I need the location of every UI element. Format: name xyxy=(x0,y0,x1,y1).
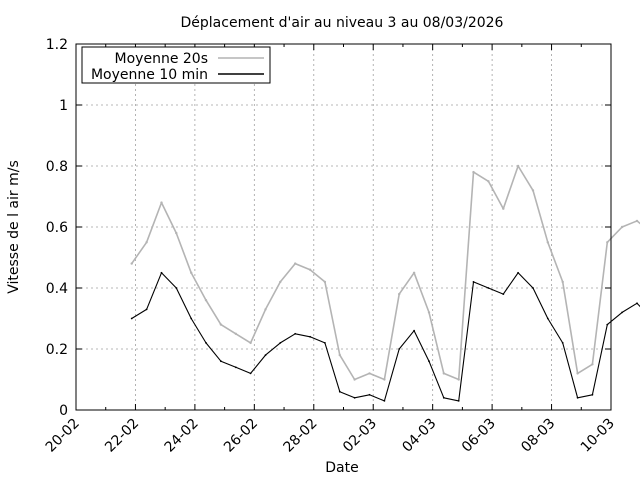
series-lines xyxy=(130,164,640,402)
data-point-2 xyxy=(294,332,297,335)
data-point-2 xyxy=(591,393,594,396)
data-point-1 xyxy=(204,299,208,302)
data-point-1 xyxy=(234,332,237,335)
x-tick-label: 04-03 xyxy=(399,416,439,456)
data-point-2 xyxy=(428,360,430,363)
data-point-1 xyxy=(145,241,148,244)
data-point-1 xyxy=(531,189,535,192)
x-tick-label: 06-03 xyxy=(459,416,499,456)
data-point-2 xyxy=(309,335,311,338)
data-point-1 xyxy=(190,271,193,274)
x-tick-label: 10-03 xyxy=(578,416,618,456)
data-point-2 xyxy=(546,317,549,320)
data-point-1 xyxy=(353,378,356,381)
x-tick-label: 08-03 xyxy=(518,416,558,456)
y-tick-label: 1 xyxy=(59,98,68,114)
data-point-2 xyxy=(398,348,401,350)
data-point-2 xyxy=(413,329,415,332)
x-tick-label: 24-02 xyxy=(162,416,202,456)
x-tick-label: 26-02 xyxy=(221,416,261,456)
y-tick-label: 1.2 xyxy=(46,37,68,53)
data-point-1 xyxy=(383,378,386,381)
data-point-2 xyxy=(442,396,445,399)
data-point-2 xyxy=(576,396,579,399)
data-point-2 xyxy=(175,287,178,289)
data-point-2 xyxy=(621,311,623,314)
data-point-2 xyxy=(324,342,326,344)
data-point-2 xyxy=(338,390,341,393)
data-point-2 xyxy=(383,400,386,402)
data-point-1 xyxy=(368,372,371,375)
data-point-1 xyxy=(502,207,505,210)
x-tick-label: 28-02 xyxy=(281,416,321,456)
data-point-2 xyxy=(561,342,564,344)
grid-lines xyxy=(76,44,611,410)
data-point-2 xyxy=(606,323,609,326)
data-point-2 xyxy=(353,396,356,399)
data-point-2 xyxy=(160,271,163,274)
data-point-1 xyxy=(323,280,327,284)
data-point-1 xyxy=(249,341,252,345)
data-point-1 xyxy=(160,201,163,204)
data-point-1 xyxy=(308,268,312,271)
data-point-1 xyxy=(561,280,564,284)
data-point-2 xyxy=(130,317,133,320)
legend-label: Moyenne 10 min xyxy=(91,67,208,83)
data-point-1 xyxy=(294,262,297,265)
data-point-2 xyxy=(234,366,237,369)
data-point-2 xyxy=(636,302,638,305)
y-tick-label: 0.4 xyxy=(46,281,68,297)
data-point-1 xyxy=(219,323,223,326)
legend-label: Moyenne 20s xyxy=(115,51,208,67)
data-point-2 xyxy=(368,393,371,396)
data-point-2 xyxy=(472,281,475,283)
data-point-2 xyxy=(517,271,519,274)
data-point-2 xyxy=(205,342,207,344)
data-point-2 xyxy=(532,287,534,289)
axis-ticks: 0 0.2 0.4 0.6 0.8 1 1.2 20-02 22-02 24-02 26-02 28-… xyxy=(43,37,618,456)
data-point-2 xyxy=(145,308,148,311)
data-point-1 xyxy=(412,271,416,274)
y-tick-label: 0.2 xyxy=(46,342,68,358)
data-point-1 xyxy=(338,353,341,357)
y-tick-label: 0.8 xyxy=(46,159,68,175)
y-axis-label: Vitesse de l air m/s xyxy=(6,160,22,294)
data-point-2 xyxy=(457,400,460,402)
data-point-1 xyxy=(130,262,133,265)
data-point-1 xyxy=(546,241,549,244)
series-line-1 xyxy=(131,165,640,381)
data-point-1 xyxy=(264,308,267,311)
data-point-1 xyxy=(576,372,579,375)
x-axis-label: Date xyxy=(325,460,358,476)
y-tick-label: 0 xyxy=(59,403,68,419)
data-point-2 xyxy=(249,372,252,375)
legend-box xyxy=(81,46,271,84)
data-point-1 xyxy=(591,363,594,366)
data-point-1 xyxy=(398,292,401,296)
data-point-2 xyxy=(279,342,282,344)
data-point-1 xyxy=(175,231,178,235)
data-point-2 xyxy=(487,287,490,289)
data-point-1 xyxy=(279,280,282,284)
data-point-1 xyxy=(606,241,609,244)
x-tick-label: 02-03 xyxy=(340,416,380,456)
data-point-2 xyxy=(190,317,193,320)
data-point-1 xyxy=(516,164,520,168)
data-point-2 xyxy=(264,354,267,356)
data-point-1 xyxy=(487,180,490,183)
data-point-2 xyxy=(220,360,222,363)
data-point-1 xyxy=(442,372,445,375)
data-point-2 xyxy=(502,293,505,295)
data-point-1 xyxy=(635,219,639,223)
data-point-1 xyxy=(472,170,475,174)
x-tick-label: 22-02 xyxy=(102,416,142,456)
data-point-1 xyxy=(457,378,460,381)
data-point-1 xyxy=(427,311,431,314)
x-tick-label: 20-02 xyxy=(43,416,83,456)
chart-title: Déplacement d'air au niveau 3 au 08/03/2… xyxy=(181,15,504,31)
data-point-1 xyxy=(620,225,624,229)
y-tick-label: 0.6 xyxy=(46,220,68,236)
